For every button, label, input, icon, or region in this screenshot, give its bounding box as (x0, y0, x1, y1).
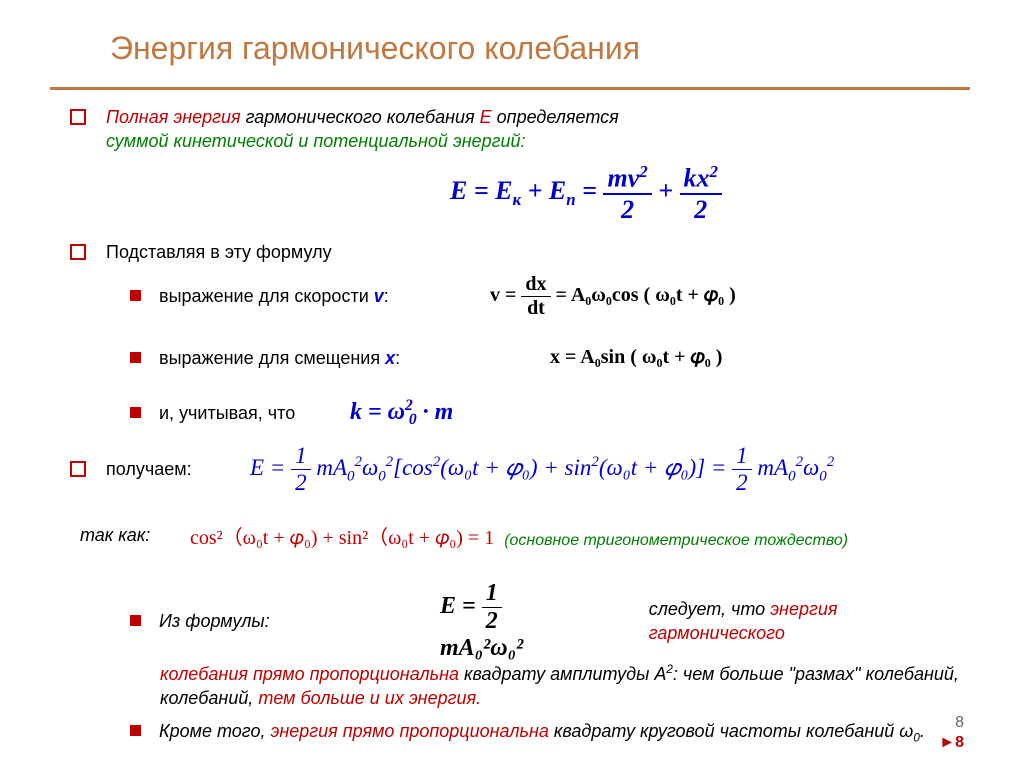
k-row: и, учитывая, что k = ω20 · m (50, 393, 974, 433)
displacement-label: выражение для смещения x: (159, 346, 400, 370)
hollow-bullet-icon (70, 244, 86, 260)
since-label: так как: (80, 523, 190, 547)
intro-text: Полная энергия гармонического колебания … (106, 105, 619, 154)
from-formula-row: Из формулы: E = 1 2 mA₀²ω₀² следует, что… (50, 580, 974, 662)
conclusion2-row: Кроме того, энергия прямо пропорциональн… (130, 719, 974, 746)
k-formula: k = ω20 · m (350, 397, 453, 430)
solid-bullet-icon (130, 352, 141, 363)
subst-bullet: Подставляя в эту формулу (70, 240, 974, 264)
main-energy-formula: E = Eк + Eп = mv2 2 + kx2 2 (450, 162, 974, 226)
solid-bullet-icon (130, 725, 141, 736)
result-row: получаем: E = 1 2 mA02ω02[cos2(ω₀t + 𝜑₀)… (50, 443, 974, 496)
identity-note: (основное тригонометрическое тождество) (504, 532, 848, 550)
velocity-row: выражение для скорости v: v = dx dt = A₀… (50, 273, 974, 320)
identity-row: так как: cos²（ω₀t + 𝜑₀) + sin²（ω₀t + 𝜑₀)… (80, 521, 974, 550)
identity-formula: cos²（ω₀t + 𝜑₀) + sin²（ω₀t + 𝜑₀) = 1 (190, 521, 494, 550)
solid-bullet-icon (130, 615, 141, 626)
hollow-bullet-icon (70, 461, 86, 477)
subst-text: Подставляя в эту формулу (106, 240, 332, 264)
big-energy-formula: E = 1 2 mA02ω02[cos2(ω₀t + 𝜑₀) + sin2(ω₀… (250, 443, 834, 496)
velocity-formula: v = dx dt = A₀ω₀cos ( ω₀t + 𝜑₀ ) (490, 273, 736, 320)
from-formula-label: Из формулы: (159, 609, 270, 633)
title-underline (50, 87, 970, 90)
final-formula: E = 1 2 mA₀²ω₀² (440, 580, 589, 662)
result-label: получаем: (106, 457, 192, 481)
conclusion2-text: Кроме того, энергия прямо пропорциональн… (159, 719, 925, 746)
velocity-label: выражение для скорости v: (159, 284, 389, 308)
considering-label: и, учитывая, что (159, 401, 295, 425)
page-number: 8 (955, 714, 964, 732)
conclusion1-start: следует, что энергия гармонического коле… (649, 597, 974, 646)
displacement-formula: x = A₀sin ( ω₀t + 𝜑₀ ) (550, 346, 722, 369)
conclusion1-cont: колебания прямо пропорциональна квадрату… (160, 662, 974, 711)
slide-title: Энергия гармонического колебания (110, 30, 974, 67)
solid-bullet-icon (130, 407, 141, 418)
displacement-row: выражение для смещения x: x = A₀sin ( ω₀… (50, 338, 974, 378)
intro-bullet: Полная энергия гармонического колебания … (70, 105, 974, 154)
hollow-bullet-icon (70, 109, 86, 125)
solid-bullet-icon (130, 290, 141, 301)
nav-arrow[interactable]: ►8 (939, 734, 964, 752)
